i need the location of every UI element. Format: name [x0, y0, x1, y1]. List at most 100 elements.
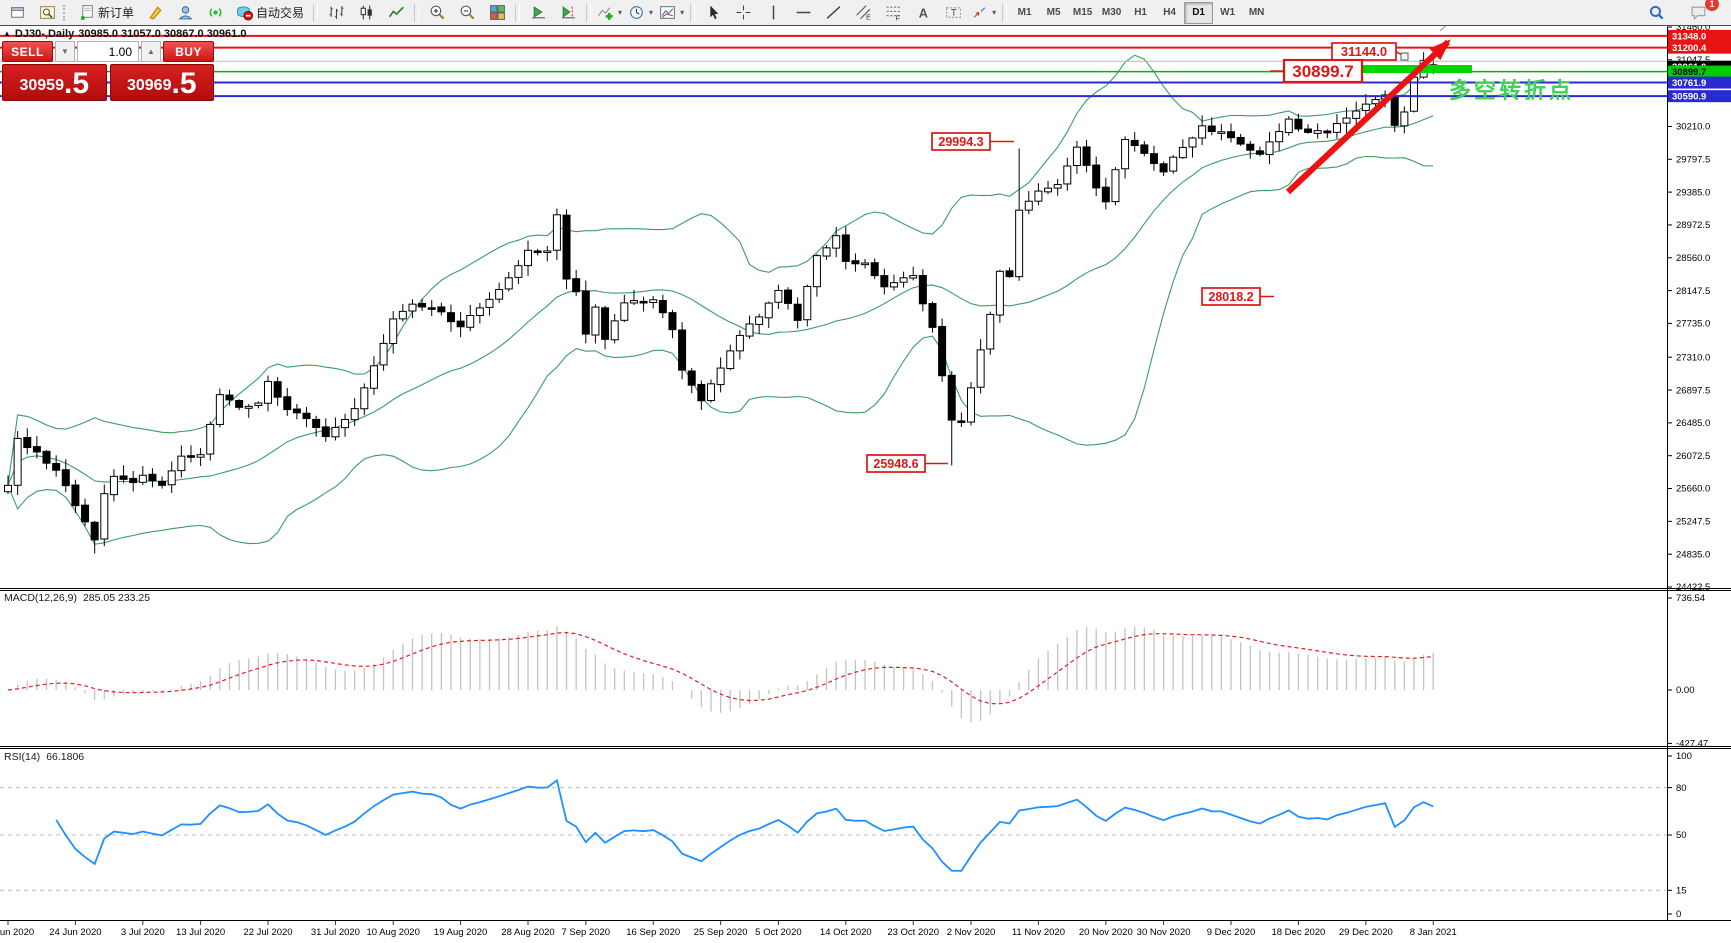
toolbar-handle[interactable] [63, 4, 69, 21]
timeframe-mn-button[interactable]: MN [1248, 7, 1265, 18]
timeframe-m1-button[interactable]: M1 [1017, 7, 1032, 18]
svg-text:20 Nov 2020: 20 Nov 2020 [1079, 927, 1133, 938]
sell-button[interactable]: SELL [2, 41, 53, 62]
timeframe-h4-button[interactable]: H4 [1163, 7, 1176, 18]
price-annotation-box [1282, 58, 1364, 84]
price-axis[interactable]: 31460.0 31047.5 30210.0 29797.5 29385.0 28972… [1667, 22, 1710, 920]
templates-button[interactable]: ▾ [656, 1, 687, 25]
text-button[interactable]: A [908, 1, 938, 25]
svg-text:27735.0: 27735.0 [1676, 319, 1710, 330]
new-order-button[interactable]: 新订单 [72, 1, 140, 25]
candles-layer [4, 52, 1438, 554]
vertical-line-button[interactable] [758, 1, 788, 25]
rsi-name: RSI(14) [4, 751, 41, 763]
new-order-label: 新订单 [98, 6, 135, 20]
horizontal-line-icon [796, 11, 810, 14]
svg-text:11 Nov 2020: 11 Nov 2020 [1012, 927, 1065, 938]
svg-text:31 Jul 2020: 31 Jul 2020 [311, 927, 360, 938]
svg-text:31200.4: 31200.4 [1672, 43, 1707, 54]
chevron-down-icon: ▾ [680, 8, 685, 17]
macd-name: MACD(12,26,9) [4, 592, 77, 604]
buy-button[interactable]: BUY [163, 41, 214, 62]
profile-icon [177, 6, 193, 20]
svg-text:23 Oct 2020: 23 Oct 2020 [887, 927, 939, 938]
crosshair-button[interactable] [728, 1, 758, 25]
text-label-icon: T [945, 7, 961, 19]
fibonacci-button[interactable]: F [878, 1, 908, 25]
chart-shift-icon [561, 6, 575, 19]
timeframe-m5-button[interactable]: M5 [1046, 7, 1061, 18]
zoom-out-button[interactable] [452, 1, 482, 25]
trend-note-text[interactable]: 多空转折点 [1449, 78, 1575, 103]
chart-window-button[interactable] [2, 1, 32, 25]
tile-windows-icon [489, 5, 505, 20]
zoom-in-button[interactable] [422, 1, 452, 25]
indicators-button[interactable]: ▾ [594, 1, 625, 25]
timeframe-h1-button[interactable]: H1 [1134, 7, 1147, 18]
svg-text:29994.3: 29994.3 [938, 135, 983, 149]
svg-text:25 Sep 2020: 25 Sep 2020 [694, 927, 748, 938]
toolbar-separator [414, 3, 420, 22]
crosshair-icon [736, 5, 750, 20]
volume-input[interactable]: 1.00 [77, 41, 139, 62]
timeframe-w1-button[interactable]: W1 [1220, 7, 1236, 18]
equidistant-channel-button[interactable]: E [848, 1, 878, 25]
price-annotation-box [866, 454, 926, 473]
tile-windows-button[interactable] [482, 1, 512, 25]
sell-price-display[interactable]: 30959.5 [2, 64, 107, 101]
triangle-down-icon: ▼ [61, 47, 69, 56]
arrows-icon [973, 7, 986, 18]
svg-text:15: 15 [1676, 886, 1687, 897]
svg-text:80: 80 [1676, 783, 1687, 794]
buy-price-display[interactable]: 30969.5 [109, 64, 214, 101]
svg-text:0.00: 0.00 [1676, 685, 1695, 696]
auto-scroll-button[interactable] [523, 1, 553, 25]
notification-badge: 1 [1705, 0, 1719, 11]
chart-shift-button[interactable] [553, 1, 583, 25]
periods-button[interactable]: ▾ [625, 1, 656, 25]
svg-text:30 Nov 2020: 30 Nov 2020 [1137, 927, 1191, 938]
line-chart-button[interactable] [381, 1, 411, 25]
svg-text:50: 50 [1676, 830, 1687, 841]
volume-increase-button[interactable]: ▲ [141, 41, 161, 62]
candlestick-chart-icon [360, 5, 372, 20]
svg-text:2 Nov 2020: 2 Nov 2020 [947, 927, 996, 938]
chart-annotations[interactable]: 31144.0 30899.7 29994.3 28018.2 25948.6 [866, 19, 1472, 473]
notifications-button[interactable]: 1 [1683, 0, 1719, 25]
volume-decrease-button[interactable]: ▼ [55, 41, 75, 62]
timeframe-m15-button[interactable]: M15 [1072, 7, 1093, 18]
svg-text:26897.5: 26897.5 [1676, 385, 1710, 396]
date-axis[interactable]: 15 Jun 2020 24 Jun 2020 3 Jul 2020 13 Jul 2… [0, 921, 1457, 938]
horizontal-line-button[interactable] [788, 1, 818, 25]
profile-button[interactable] [170, 1, 200, 25]
trendline-button[interactable] [818, 1, 848, 25]
signals-button[interactable] [200, 1, 230, 25]
chevron-down-icon: ▾ [649, 8, 654, 17]
sell-price-main: 30959 [19, 77, 64, 94]
svg-text:30899.7: 30899.7 [1672, 67, 1706, 78]
price-annotation-box [931, 132, 991, 151]
autotrading-button[interactable]: 自动交易 [230, 1, 310, 25]
svg-text:26485.0: 26485.0 [1676, 418, 1710, 429]
timeframe-d1-button[interactable]: D1 [1184, 1, 1214, 24]
timeframe-m30-button[interactable]: M30 [1101, 7, 1122, 18]
global-search-button[interactable] [1641, 1, 1671, 25]
bar-chart-icon [329, 6, 343, 19]
chart-title: ▲ DJ30-,Daily 30985.0 31057.0 30867.0 30… [3, 28, 246, 40]
svg-text:7 Sep 2020: 7 Sep 2020 [561, 927, 610, 938]
search-box-button[interactable] [32, 1, 62, 25]
symbol-marker-icon: ▲ [3, 29, 11, 38]
arrows-button[interactable]: ▾ [968, 1, 999, 25]
cursor-button[interactable] [698, 1, 728, 25]
toolbar-separator [313, 3, 319, 22]
buy-price-main: 30969 [126, 77, 172, 94]
highlighter-button[interactable] [140, 1, 170, 25]
zoom-out-icon [460, 5, 474, 20]
svg-text:15 Jun 2020: 15 Jun 2020 [0, 927, 34, 938]
toolbar-separator [515, 3, 521, 22]
bar-chart-button[interactable] [321, 1, 351, 25]
text-label-button[interactable]: T [938, 1, 968, 25]
candlestick-chart-button[interactable] [351, 1, 381, 25]
triangle-up-icon: ▲ [147, 47, 155, 56]
